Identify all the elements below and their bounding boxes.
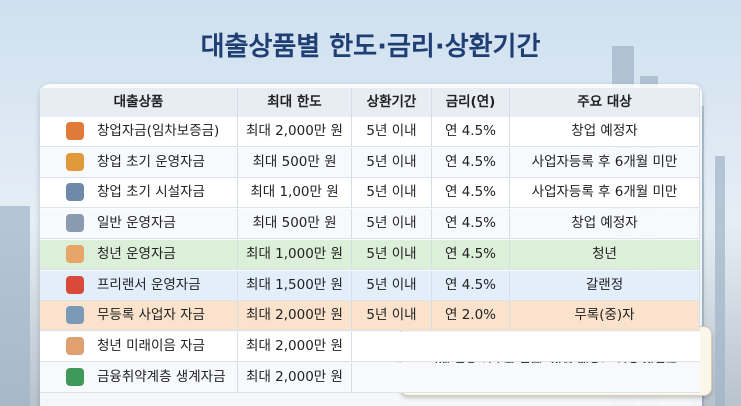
table-cell: 연 4.5%	[432, 270, 510, 300]
column-header: 최대 한도	[238, 88, 352, 117]
table-cell: 사업자등록 후 6개월 미만	[510, 178, 700, 208]
title: 대출상품별 한도·금리·상환기간	[200, 32, 541, 62]
product-name: 일반 운영자금	[97, 209, 238, 239]
row-icon	[66, 183, 84, 202]
row-background	[40, 178, 700, 209]
row-icon	[66, 367, 84, 386]
table-cell: 최대 2,000만 원	[238, 301, 352, 331]
table-cell: 5년 이내	[352, 147, 432, 177]
table-cell: 5년 이내	[352, 117, 432, 146]
building	[0, 206, 30, 406]
table-cell: 5년 이내	[352, 178, 432, 208]
table-cell: 연 4.5%	[432, 117, 510, 146]
row-background	[40, 362, 700, 393]
product-name: 무등록 사업자 자금	[97, 301, 238, 331]
row-icon	[66, 214, 84, 233]
table-cell: 5년 이내	[352, 239, 432, 269]
table-cell: 연 4.5%	[432, 209, 510, 239]
row-background	[40, 147, 700, 178]
column-header: 대출상품	[40, 88, 238, 117]
row-icon	[66, 244, 84, 263]
row-icon	[66, 275, 84, 294]
table-cell: 연 4.5%	[432, 178, 510, 208]
row-background	[40, 209, 700, 240]
product-name: 청년 운영자금	[97, 239, 238, 269]
table-cell: 최대 1,500만 원	[238, 270, 352, 300]
product-name: 창업 초기 시설자금	[97, 178, 238, 208]
table-cell: 5년 이내	[352, 209, 432, 239]
product-name: 금융취약계층 생계자금	[97, 362, 238, 392]
column-header: 금리(연)	[432, 88, 510, 117]
row-background	[40, 301, 700, 332]
table-cell: 5년 이내	[352, 270, 432, 300]
table-cell: 갈랜정	[510, 270, 700, 300]
table-cell: 5년 이내	[352, 301, 432, 331]
table-cell: 최대 500만 원	[238, 147, 352, 177]
row-icon	[66, 122, 84, 140]
table-cell: 최대 2,000만 원	[238, 362, 352, 392]
table-cell: 최대 2,000만 원	[238, 331, 352, 361]
product-name: 프리랜서 운영자금	[97, 270, 238, 300]
row-icon	[66, 152, 84, 171]
row-icon	[66, 336, 84, 355]
product-name: 창업자금(임차보증금)	[97, 117, 238, 146]
table-cell: 최대 500만 원	[238, 209, 352, 239]
row-background	[40, 270, 700, 301]
table-cell: 창업 예정자	[510, 209, 700, 239]
column-header: 주요 대상	[510, 88, 700, 117]
table-cell: 연 4.5%	[432, 147, 510, 177]
row-icon	[66, 306, 84, 325]
table-cell: 사업자등록 후 6개월 미만	[510, 147, 700, 177]
table-cell: 청년	[510, 239, 700, 269]
row-background	[40, 239, 700, 270]
product-name: 청년 미래이음 자금	[97, 331, 238, 361]
row-background	[40, 117, 700, 147]
table-cell: 최대 1,000만 원	[238, 239, 352, 269]
table-cell: 연 2.0%	[432, 301, 510, 331]
table-cell: 최대 1,00만 원	[238, 178, 352, 208]
table-cell: 최대 2,000만 원	[238, 117, 352, 146]
building	[715, 156, 725, 406]
table-cell: 무록(중)자	[510, 301, 700, 331]
column-header: 상환기간	[352, 88, 432, 117]
table-cell: 창업 예정자	[510, 117, 700, 146]
table-cell: 연 4.5%	[432, 239, 510, 269]
row-background	[40, 331, 700, 362]
product-name: 창업 초기 운영자금	[97, 147, 238, 177]
